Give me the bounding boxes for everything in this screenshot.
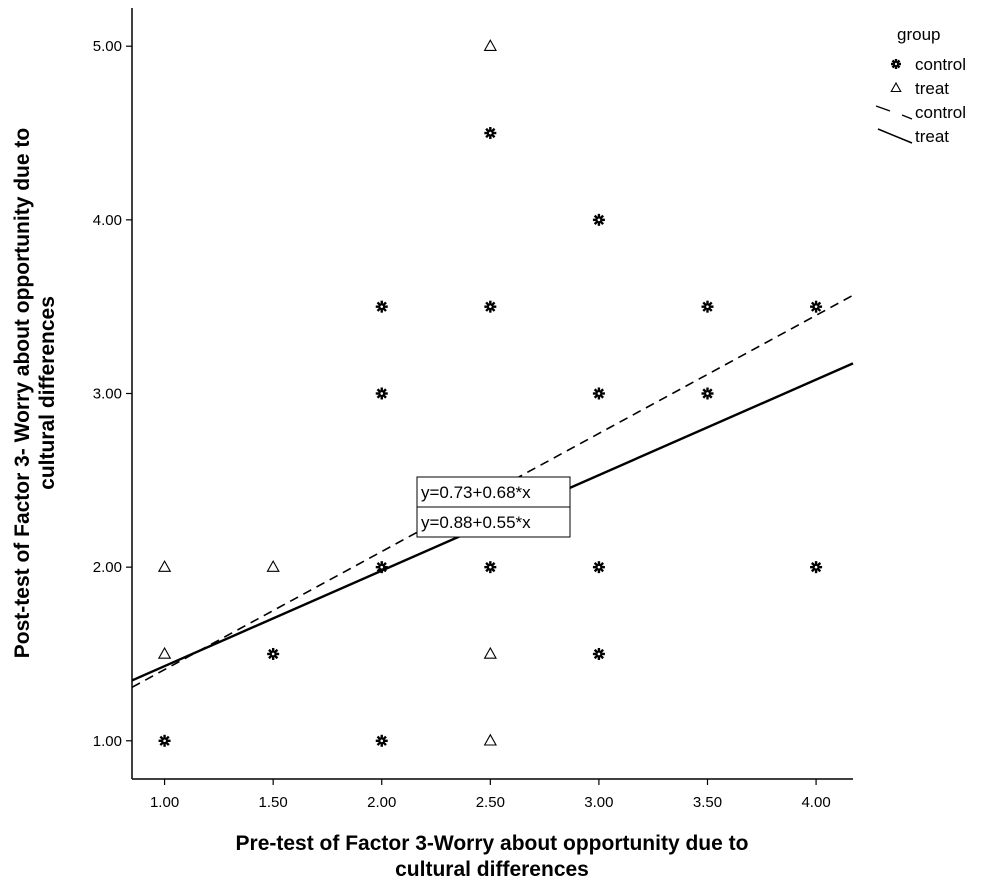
y-axis: 1.00 2.00 3.00 4.00 5.00 [93,8,133,779]
point-control [810,300,823,313]
point-control [484,300,497,313]
legend-label: control [915,103,966,122]
legend-dash-2 [901,114,913,120]
point-control [484,561,497,574]
point-control [592,213,605,226]
point-treat [483,646,497,659]
x-tick-label: 2.50 [476,794,505,811]
legend-item-treat: treat [890,79,949,98]
y-tick-label: 4.00 [93,212,122,229]
x-tick-label: 1.50 [259,794,288,811]
y-tick-label: 2.00 [93,559,122,576]
legend-solid-line [877,128,913,144]
point-treat [483,39,497,51]
legend-label: control [915,55,966,74]
y-tick-label: 5.00 [93,38,122,55]
point-control [592,561,605,574]
point-treat [157,646,172,659]
point-control [701,387,714,400]
legend: group control treat control treat [875,25,966,146]
equation-text: y=0.73+0.68*x [421,483,531,502]
x-axis-title-line-2: cultural differences [395,858,589,881]
y-axis-title-line-1: Post-test of Factor 3- Worry about oppor… [11,128,34,658]
legend-marker-star [891,59,901,69]
point-control [375,387,388,400]
y-tick-label: 3.00 [93,386,122,403]
y-axis-title-line-2: cultural differences [36,296,59,490]
x-tick-label: 4.00 [801,794,830,811]
equation-label-control: y=0.73+0.68*x [416,476,571,508]
y-tick-label: 1.00 [93,733,122,750]
point-control [375,734,388,747]
x-tick-label: 3.00 [584,794,613,811]
point-control [267,647,280,660]
point-treat [157,560,172,572]
x-tick-label: 2.00 [367,794,396,811]
point-treat [483,733,497,746]
x-tick-label: 1.00 [150,794,179,811]
point-control [484,127,497,140]
legend-label: treat [915,79,949,98]
x-axis-title-line-1: Pre-test of Factor 3-Worry about opportu… [236,832,749,855]
point-control [375,561,388,574]
point-control [810,561,823,574]
legend-item-control: control [891,55,966,74]
point-control [701,300,714,313]
point-control [158,734,171,747]
legend-title: group [897,25,940,44]
x-axis: 1.00 1.50 2.00 2.50 3.00 3.50 4.00 [132,778,853,811]
point-control [592,647,605,660]
legend-label: treat [915,127,949,146]
point-treat [266,560,280,572]
legend-item-control: control [875,103,966,122]
x-tick-label: 3.50 [693,794,722,811]
legend-item-treat: treat [877,127,949,146]
equation-text: y=0.88+0.55*x [421,513,531,532]
equation-labels: y=0.73+0.68*x y=0.88+0.55*x [416,476,571,538]
equation-label-treat: y=0.88+0.55*x [416,506,571,538]
point-control [375,300,388,313]
data-points [157,39,823,747]
point-control [592,387,605,400]
legend-marker-triangle [890,81,902,93]
legend-dash-1 [875,105,891,112]
